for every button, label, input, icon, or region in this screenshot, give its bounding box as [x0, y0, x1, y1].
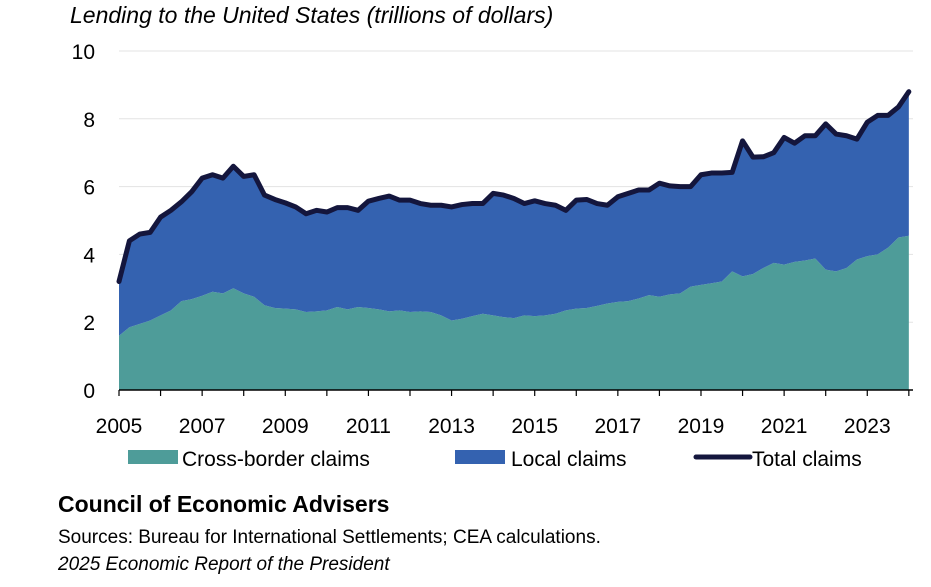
legend: Cross-border claims Local claims Total c… — [128, 448, 862, 471]
y-tick-label-2: 2 — [83, 312, 95, 335]
x-tick-label-2023: 2023 — [844, 415, 891, 438]
y-tick-label-6: 6 — [83, 177, 95, 200]
y-tick-label-0: 0 — [83, 380, 95, 403]
x-tick-label-2007: 2007 — [179, 415, 226, 438]
x-tick-label-2017: 2017 — [594, 415, 641, 438]
y-tick-label-8: 8 — [83, 109, 95, 132]
x-tick-label-2015: 2015 — [511, 415, 558, 438]
x-tick-label-2011: 2011 — [346, 415, 391, 438]
legend-label-total: Total claims — [752, 448, 862, 471]
y-tick-label-4: 4 — [83, 244, 95, 267]
x-tick-label-2019: 2019 — [678, 415, 725, 438]
legend-label-local: Local claims — [511, 448, 627, 471]
x-tick-label-2021: 2021 — [761, 415, 808, 438]
areas — [116, 89, 912, 390]
x-tick-label-2013: 2013 — [428, 415, 475, 438]
x-tick-label-2009: 2009 — [262, 415, 309, 438]
x-tick-label-2005: 2005 — [96, 415, 143, 438]
line-total-claims — [116, 89, 912, 285]
area-local-claims — [119, 91, 909, 336]
source-report: 2025 Economic Report of the President — [58, 554, 390, 575]
y-tick-label-10: 10 — [72, 41, 95, 64]
chart-title: Lending to the United States (trillions … — [70, 2, 554, 28]
axes: 0 2 4 6 8 10 2005 2007 2009 2011 2013 2015 2017 2019 2… — [72, 41, 913, 438]
source-organization: Council of Economic Advisers — [58, 491, 390, 517]
source-citation: Sources: Bureau for International Settle… — [58, 527, 601, 548]
area-cross-border-claims — [119, 235, 909, 390]
legend-label-cross-border: Cross-border claims — [182, 448, 370, 471]
legend-swatch-local — [455, 450, 505, 464]
legend-swatch-cross-border — [128, 450, 178, 464]
